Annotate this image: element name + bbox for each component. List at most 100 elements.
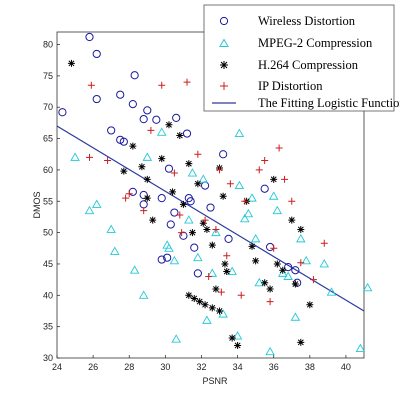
data-point [179, 200, 187, 208]
y-tick-label: 75 [43, 71, 53, 81]
data-point [170, 208, 179, 217]
data-point [216, 307, 224, 315]
data-point [216, 166, 224, 174]
data-point [211, 227, 221, 237]
data-point [86, 153, 94, 161]
data-point [142, 152, 153, 161]
y-tick-label: 45 [43, 259, 53, 269]
data-point [92, 49, 101, 59]
y-tick-label: 60 [43, 165, 53, 175]
data-point [296, 233, 306, 243]
data-point [326, 287, 337, 296]
data-point [228, 334, 236, 342]
data-point [284, 262, 293, 272]
data-point [234, 180, 245, 190]
y-tick-label: 30 [43, 353, 53, 363]
data-point [164, 164, 174, 173]
data-point [166, 220, 175, 229]
data-point [92, 94, 101, 104]
series-triangle [70, 127, 373, 356]
data-point [182, 129, 192, 138]
legend-marker-star [220, 61, 228, 69]
y-tick-label: 80 [43, 40, 53, 50]
data-point [183, 78, 191, 86]
legend-label-fit: The Fitting Logistic Function [258, 96, 400, 110]
data-point [288, 197, 296, 205]
data-point [212, 285, 220, 293]
data-point [247, 193, 257, 202]
data-point [107, 126, 116, 135]
data-point [125, 190, 133, 198]
data-point [255, 166, 263, 174]
series-plus [86, 78, 328, 306]
data-point [176, 211, 184, 219]
data-point [190, 294, 198, 302]
data-point [234, 341, 242, 349]
x-tick-label: 36 [269, 362, 279, 372]
data-point [355, 343, 366, 353]
data-point [291, 280, 299, 288]
legend-label-mpeg2: MPEG-2 Compression [258, 36, 373, 50]
data-point [169, 188, 177, 196]
ticks-layer: 24 26 28 30 32 34 36 38 40 30 35 40 45 50 55 60 65 70 75 80 [43, 40, 351, 372]
fit-line [56, 125, 365, 312]
data-point [119, 137, 128, 146]
data-point [265, 346, 275, 356]
data-point [202, 315, 212, 324]
data-point [212, 225, 220, 233]
fit-line-layer [56, 125, 365, 312]
data-point [152, 115, 161, 124]
data-point [272, 205, 283, 215]
legend-item-fit: The Fitting Logistic Function [212, 96, 400, 110]
x-tick-label: 30 [160, 362, 170, 372]
series-circle [58, 32, 302, 287]
x-tick-label: 24 [52, 362, 62, 372]
y-tick-label: 35 [43, 322, 53, 332]
y-tick-label: 40 [43, 290, 53, 300]
legend-label-wireless: Wireless Distortion [258, 14, 356, 28]
data-point [266, 298, 274, 306]
data-point [261, 279, 269, 287]
data-point [67, 59, 75, 67]
data-point [208, 304, 216, 312]
data-point [261, 157, 269, 165]
data-point [139, 115, 148, 124]
data-point [171, 334, 181, 343]
data-point [203, 225, 211, 233]
data-point [143, 106, 152, 115]
data-point [237, 291, 245, 299]
data-point [250, 233, 261, 243]
data-point [158, 155, 166, 163]
data-point [190, 243, 199, 252]
data-point [149, 216, 157, 224]
data-point [194, 150, 202, 158]
data-point [104, 157, 112, 165]
data-point [84, 205, 95, 215]
x-tick-label: 32 [196, 362, 206, 372]
data-point [110, 246, 120, 255]
data-point [223, 252, 231, 260]
data-point [243, 208, 254, 218]
data-point [85, 32, 94, 42]
data-point [309, 276, 317, 284]
y-tick-label: 70 [43, 102, 53, 112]
x-tick-label: 40 [341, 362, 351, 372]
data-point [178, 229, 186, 237]
data-point [301, 255, 311, 265]
data-point [172, 113, 181, 122]
data-point [129, 265, 140, 274]
data-point [199, 219, 207, 227]
data-point [248, 242, 256, 250]
data-point [252, 257, 260, 265]
data-point [130, 71, 139, 80]
data-point [147, 126, 155, 134]
data-point [306, 301, 314, 309]
data-point [218, 309, 228, 318]
data-point [273, 260, 281, 268]
data-point [187, 168, 198, 177]
data-point [170, 169, 178, 177]
data-point [157, 194, 166, 203]
legend-marker-plus [220, 82, 228, 90]
data-point [319, 259, 330, 268]
